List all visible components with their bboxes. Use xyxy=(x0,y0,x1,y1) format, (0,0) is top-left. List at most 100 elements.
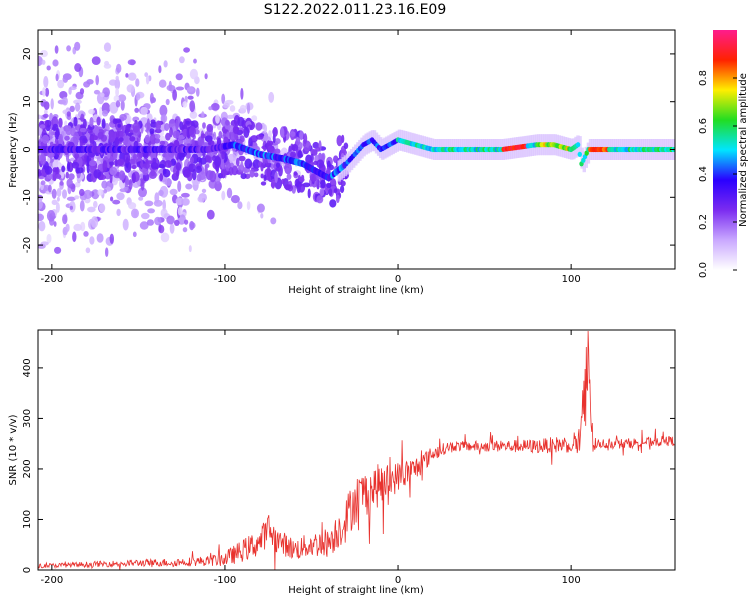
spectrogram-ytick-label: -20 xyxy=(22,237,33,253)
noise-blob xyxy=(73,223,82,231)
snr-ytick-label: 300 xyxy=(22,409,33,428)
band-blob xyxy=(260,181,267,186)
noise-blob xyxy=(59,181,64,186)
band-blob xyxy=(149,128,155,135)
noise-blob xyxy=(66,45,71,52)
noise-blob xyxy=(112,199,121,205)
noise-blob xyxy=(125,73,129,78)
band-blob xyxy=(274,172,278,183)
band-blob xyxy=(164,160,173,168)
band-blob xyxy=(268,140,274,146)
noise-blob xyxy=(229,105,236,112)
snr-ytick-label: 400 xyxy=(22,358,33,377)
band-blob xyxy=(319,188,325,197)
band-blob xyxy=(274,138,281,145)
band-blob xyxy=(333,155,339,163)
noise-blob xyxy=(189,100,196,113)
band-blob xyxy=(102,160,108,172)
band-blob xyxy=(172,130,181,139)
band-blob xyxy=(267,145,274,153)
band-blob xyxy=(142,168,149,176)
band-blob xyxy=(164,123,170,131)
noise-blob xyxy=(97,189,104,196)
noise-blob xyxy=(237,201,243,210)
band-blob xyxy=(71,161,80,169)
noise-blob xyxy=(166,215,175,225)
noise-blob xyxy=(38,213,44,222)
band-blob xyxy=(99,175,107,180)
noise-blob xyxy=(105,247,109,257)
band-blob xyxy=(207,138,212,146)
band-blob xyxy=(214,156,222,167)
noise-blob xyxy=(103,188,108,194)
band-blob xyxy=(146,118,150,130)
noise-blob xyxy=(79,188,85,197)
noise-blob xyxy=(79,200,85,212)
noise-blob xyxy=(54,246,62,254)
noise-blob xyxy=(196,87,200,97)
band-blob xyxy=(253,172,259,178)
noise-blob xyxy=(128,179,133,190)
noise-blob xyxy=(135,78,140,87)
noise-blob xyxy=(208,106,213,111)
band-blob xyxy=(291,144,299,152)
band-blob xyxy=(281,178,285,185)
noise-blob xyxy=(38,114,42,120)
band-blob xyxy=(333,188,338,194)
noise-blob xyxy=(43,76,49,88)
noise-blob xyxy=(52,59,59,67)
noise-blob xyxy=(41,59,46,65)
noise-blob xyxy=(38,221,46,232)
band-blob xyxy=(75,167,84,174)
noise-blob xyxy=(226,187,233,199)
band-blob xyxy=(129,136,136,142)
noise-blob xyxy=(110,196,114,202)
noise-blob xyxy=(38,196,43,202)
band-blob xyxy=(221,150,226,160)
colorbar-tick-label: 0.6 xyxy=(698,118,709,134)
noise-blob xyxy=(181,198,190,206)
noise-blob xyxy=(226,114,235,119)
noise-blob xyxy=(158,65,162,74)
noise-blob xyxy=(197,195,205,203)
noise-blob xyxy=(101,180,108,189)
noise-blob xyxy=(175,86,185,91)
band-blob xyxy=(255,122,263,131)
noise-blob xyxy=(146,219,154,226)
noise-blob xyxy=(40,101,47,107)
band-blob xyxy=(283,184,292,190)
noise-blob xyxy=(85,247,91,254)
noise-blob xyxy=(40,50,48,58)
noise-blob xyxy=(66,178,73,188)
noise-blob xyxy=(181,192,190,198)
noise-blob xyxy=(174,219,180,226)
band-blob xyxy=(260,173,264,179)
snr-ytick-label: 0 xyxy=(22,567,33,573)
snr-axes: -200 -100 0 100 0 100 200 300 400 xyxy=(22,330,675,586)
noise-blob xyxy=(116,192,125,201)
snr-xtick-label: 0 xyxy=(395,575,401,586)
band-blob xyxy=(66,161,71,172)
band-blob xyxy=(68,173,75,181)
noise-blob xyxy=(88,109,95,115)
noise-blob xyxy=(83,81,91,88)
noise-blob xyxy=(160,114,168,123)
noise-blob xyxy=(221,190,226,201)
noise-blob xyxy=(177,180,182,192)
band-blob xyxy=(199,157,207,165)
band-blob xyxy=(38,154,42,162)
spectrogram-heatmap xyxy=(38,41,675,257)
spectrogram-ytick-label: 0 xyxy=(22,146,33,152)
colorbar-tick-label: 0.8 xyxy=(698,70,709,86)
band-blob xyxy=(117,158,125,166)
noise-blob xyxy=(212,131,217,141)
band-blob xyxy=(205,170,214,181)
noise-blob xyxy=(95,75,99,86)
noise-blob xyxy=(38,198,43,210)
noise-blob xyxy=(123,186,129,191)
band-blob xyxy=(158,163,165,169)
noise-blob xyxy=(132,231,137,238)
band-blob xyxy=(220,159,225,170)
noise-blob xyxy=(117,94,127,102)
noise-blob xyxy=(56,196,60,202)
